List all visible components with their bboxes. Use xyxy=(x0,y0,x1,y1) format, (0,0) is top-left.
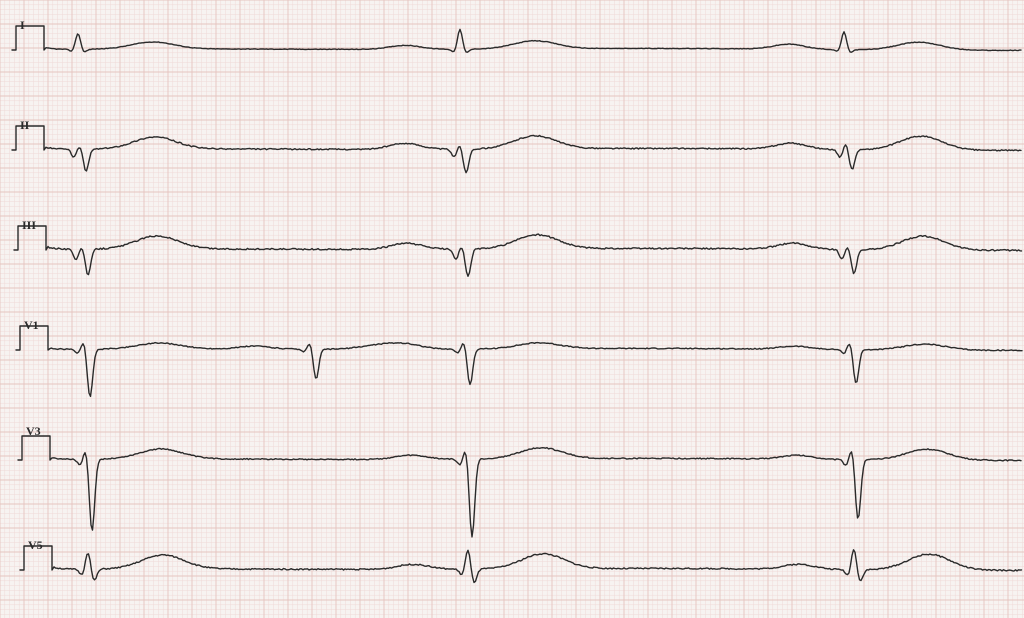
lead-label-ii: II xyxy=(20,118,29,133)
lead-label-v1: V1 xyxy=(24,318,39,333)
lead-label-iii: III xyxy=(22,218,36,233)
ecg-strip: I II III V1 V3 V5 xyxy=(0,0,1024,618)
lead-label-i: I xyxy=(20,18,25,33)
lead-label-v5: V5 xyxy=(28,538,43,553)
ecg-grid xyxy=(0,0,1024,618)
lead-label-v3: V3 xyxy=(26,424,41,439)
